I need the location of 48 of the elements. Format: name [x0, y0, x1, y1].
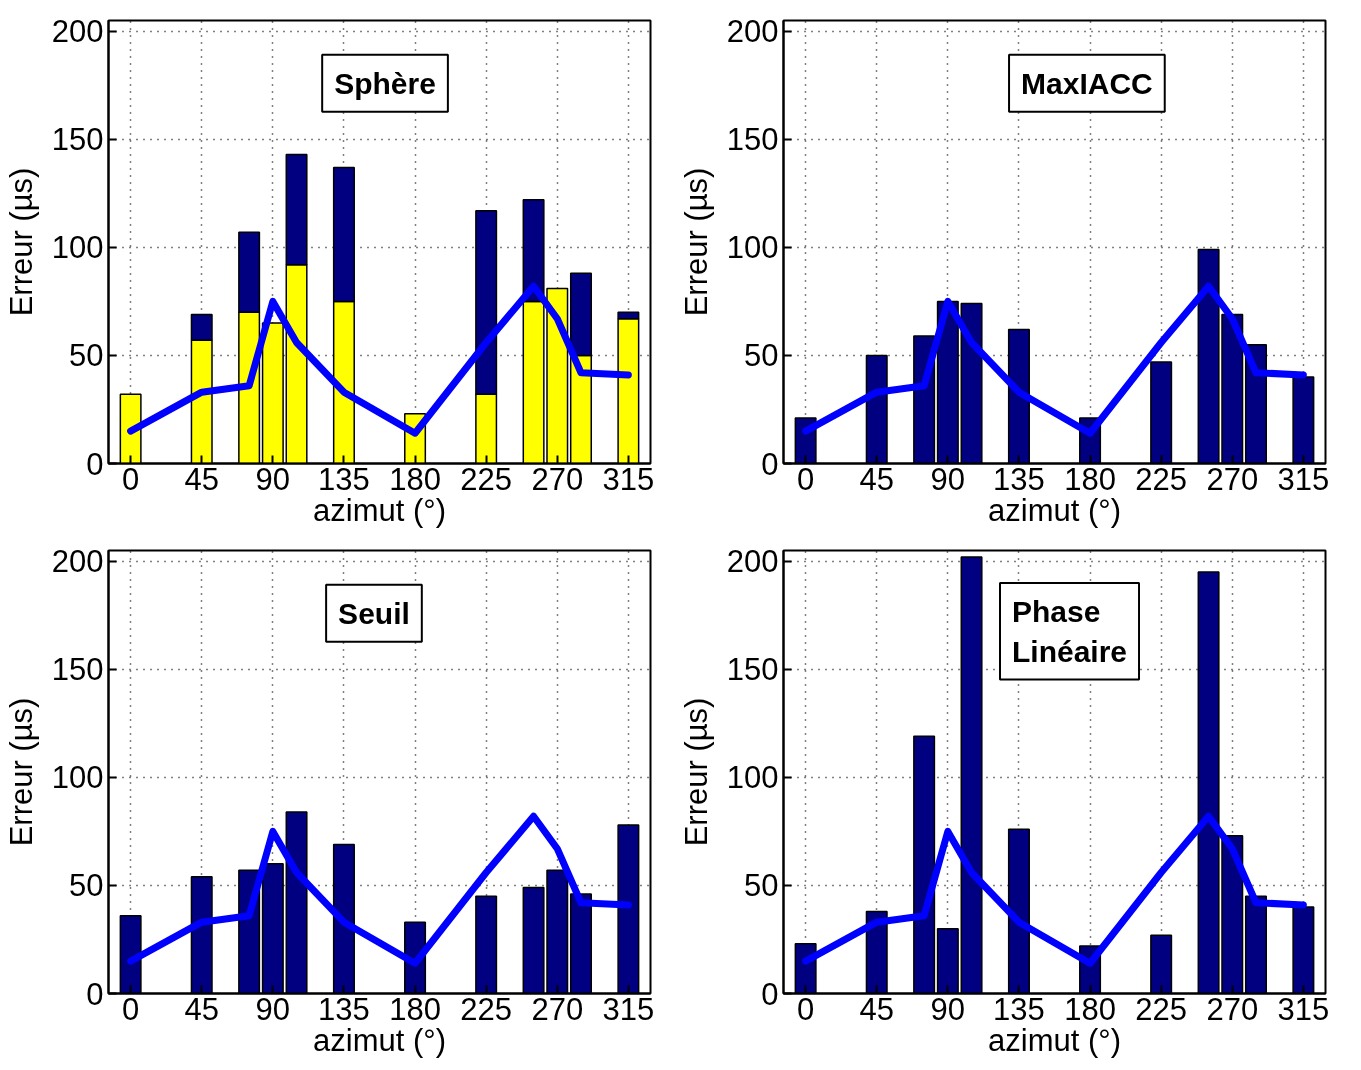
- x-tick-label: 315: [1277, 461, 1330, 497]
- x-tick-label: 0: [797, 991, 815, 1027]
- x-tick-label: 90: [930, 461, 966, 497]
- y-tick-label: 100: [51, 230, 104, 266]
- y-tick-label: 200: [51, 544, 104, 580]
- x-tick-label: 0: [122, 461, 140, 497]
- y-tick-label: 200: [726, 14, 779, 50]
- x-tick-label: 270: [1206, 991, 1259, 1027]
- x-tick-label: 45: [184, 461, 219, 497]
- x-tick-label: 0: [122, 991, 140, 1027]
- y-tick-label: 100: [726, 230, 779, 266]
- text: MaxIACC: [1021, 66, 1153, 100]
- x-tick-label: 270: [531, 991, 584, 1027]
- y-axis-title: Erreur (µs): [678, 167, 714, 317]
- y-tick-label: 50: [69, 868, 104, 904]
- x-tick-label: 90: [930, 991, 966, 1027]
- text: Phase Linéaire: [1011, 594, 1128, 668]
- x-tick-label: 225: [1135, 991, 1188, 1027]
- x-tick-label: 225: [460, 991, 513, 1027]
- text: Sphère: [334, 66, 436, 100]
- y-tick-label: 100: [51, 760, 104, 796]
- x-tick-label: 225: [1135, 461, 1188, 497]
- x-tick-label: 90: [255, 991, 291, 1027]
- y-tick-label: 200: [51, 14, 104, 50]
- y-tick-label: 50: [69, 338, 104, 374]
- x-tick-label: 315: [602, 991, 655, 1027]
- y-tick-label: 50: [744, 868, 779, 904]
- y-tick-label: 200: [726, 544, 779, 580]
- x-tick-label: 0: [797, 461, 815, 497]
- x-tick-label: 45: [859, 991, 894, 1027]
- x-tick-label: 270: [1206, 461, 1259, 497]
- y-axis-title: Erreur (µs): [3, 697, 39, 847]
- y-axis-title: Erreur (µs): [3, 167, 39, 317]
- x-tick-label: 315: [1277, 991, 1330, 1027]
- x-tick-label: 90: [255, 461, 291, 497]
- x-tick-label: 45: [184, 991, 219, 1027]
- y-tick-label: 100: [726, 760, 779, 796]
- y-tick-label: 150: [51, 652, 104, 688]
- y-tick-label: 150: [51, 122, 104, 158]
- x-tick-label: 45: [859, 461, 894, 497]
- text: Seuil: [338, 596, 410, 630]
- y-tick-label: 150: [726, 652, 779, 688]
- x-tick-label: 270: [531, 461, 584, 497]
- x-tick-label: 315: [602, 461, 655, 497]
- y-tick-label: 150: [726, 122, 779, 158]
- y-axis-title: Erreur (µs): [678, 697, 714, 847]
- x-tick-label: 225: [460, 461, 513, 497]
- y-tick-label: 50: [744, 338, 779, 374]
